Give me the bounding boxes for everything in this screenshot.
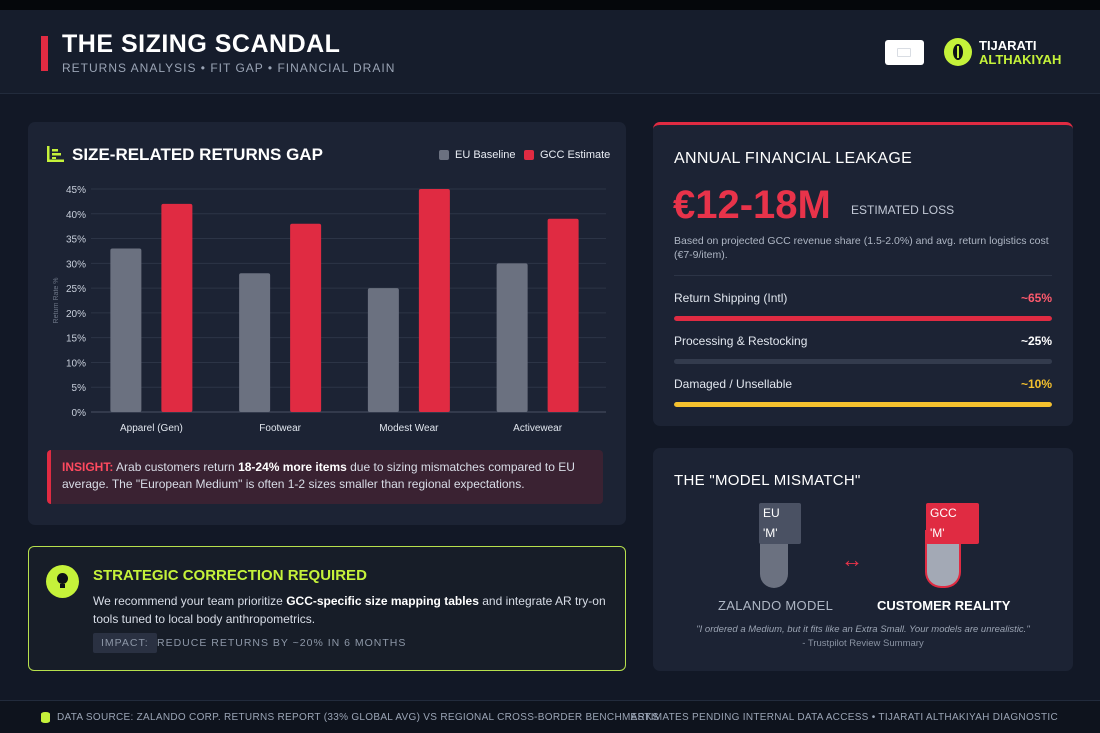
x-tick-label: Apparel (Gen) xyxy=(120,423,183,434)
insight-text-pre: Arab customers return xyxy=(113,460,239,474)
brand-logo-icon xyxy=(944,38,972,66)
review-quote-source: - Trustpilot Review Summary xyxy=(802,638,924,649)
bar-gcc-2 xyxy=(418,189,450,412)
strategy-body-post: and integrate AR try-on tools tuned to l… xyxy=(93,594,606,626)
y-tick-label: 0% xyxy=(72,408,87,419)
chart-title: SIZE-RELATED RETURNS GAP xyxy=(72,145,323,164)
page-footer: DATA SOURCE: ZALANDO CORP. RETURNS REPOR… xyxy=(0,700,1100,733)
bar-eu-1 xyxy=(239,273,271,412)
page-header: THE SIZING SCANDAL RETURNS ANALYSIS • FI… xyxy=(0,10,1100,94)
returns-bar-chart: 0% 5% 10% 15% 20% 25% 30% 35% 40% 45% Return Rate … xyxy=(53,185,606,434)
leakage-row-name: Return Shipping (Intl) xyxy=(674,291,788,305)
strategy-title: STRATEGIC CORRECTION REQUIRED xyxy=(93,567,367,584)
gcc-size-tag: GCC 'M' xyxy=(926,503,979,544)
insight-text-post: due to sizing mismatches compared to EU … xyxy=(62,460,575,491)
leakage-note: Based on projected GCC revenue share (1.… xyxy=(674,235,1049,261)
zalando-model-label: ZALANDO MODEL xyxy=(718,598,834,613)
eu-tag-line1: EU xyxy=(763,506,780,520)
bar-eu-2 xyxy=(367,288,399,412)
leakage-row-fill xyxy=(674,402,1052,407)
strategy-body-pre: We recommend your team prioritize xyxy=(93,594,287,608)
y-tick-label: 15% xyxy=(66,334,86,345)
y-tick-label: 30% xyxy=(66,259,86,270)
returns-chart-card: SIZE-RELATED RETURNS GAP EU Baseline GCC… xyxy=(28,122,626,525)
insight-text-bold: 18-24% more items xyxy=(238,460,347,474)
screen-icon-button[interactable] xyxy=(885,40,924,65)
bar-gcc-1 xyxy=(290,223,322,412)
leakage-amount: €12-18M xyxy=(673,183,831,227)
y-tick-label: 25% xyxy=(66,284,86,295)
page-subtitle: RETURNS ANALYSIS • FIT GAP • FINANCIAL D… xyxy=(62,61,396,75)
legend-swatch-gcc xyxy=(524,150,534,160)
brand-name-line1: TIJARATI xyxy=(979,38,1037,53)
model-title: THE "MODEL MISMATCH" xyxy=(674,472,861,489)
footer-disclaimer: ESTIMATES PENDING INTERNAL DATA ACCESS •… xyxy=(630,712,1058,723)
strategic-correction-card: STRATEGIC CORRECTION REQUIRED We recomme… xyxy=(28,546,626,671)
leakage-title: ANNUAL FINANCIAL LEAKAGE xyxy=(674,150,913,167)
window-top-strip xyxy=(0,0,1100,10)
y-tick-label: 20% xyxy=(66,309,86,320)
review-quote: "I ordered a Medium, but it fits like an… xyxy=(696,624,1030,635)
leakage-divider xyxy=(674,275,1052,276)
strategy-body-bold: GCC-specific size mapping tables xyxy=(286,594,479,608)
leakage-row-fill xyxy=(674,359,1052,364)
y-axis-label: Return Rate % xyxy=(53,278,60,324)
title-accent-bar xyxy=(41,36,48,71)
x-tick-label: Footwear xyxy=(259,423,301,434)
leakage-row-pct: ~10% xyxy=(1020,377,1052,391)
lightbulb-icon xyxy=(46,565,79,598)
screen-icon xyxy=(897,48,911,57)
legend-eu-baseline: EU Baseline xyxy=(439,149,516,161)
leakage-row-track xyxy=(674,316,1052,321)
swap-arrow-icon: ↔ xyxy=(841,547,863,572)
bar-chart-icon xyxy=(47,146,64,162)
bar-eu-3 xyxy=(496,263,528,412)
x-tick-label: Modest Wear xyxy=(379,423,439,434)
y-tick-label: 5% xyxy=(72,383,87,394)
legend-swatch-eu xyxy=(439,150,449,160)
customer-reality-label: CUSTOMER REALITY xyxy=(877,598,1011,613)
legend-label-gcc: GCC Estimate xyxy=(540,149,611,161)
legend-gcc-estimate: GCC Estimate xyxy=(524,149,610,161)
page-title: THE SIZING SCANDAL xyxy=(62,30,341,58)
x-tick-label: Activewear xyxy=(513,423,563,434)
footer-data-source: DATA SOURCE: ZALANDO CORP. RETURNS REPOR… xyxy=(57,712,660,723)
leakage-row-name: Damaged / Unsellable xyxy=(674,377,793,391)
brand-name: TIJARATI ALTHAKIYAH xyxy=(979,39,1061,67)
gcc-tag-line1: GCC xyxy=(930,506,957,520)
bar-eu-0 xyxy=(110,248,142,412)
brand-name-line2: ALTHAKIYAH xyxy=(979,52,1062,67)
insight-callout: INSIGHT: Arab customers return 18-24% mo… xyxy=(47,450,603,504)
bar-gcc-0 xyxy=(161,203,193,412)
eu-size-tag: EU 'M' xyxy=(759,503,801,544)
insight-label: INSIGHT: xyxy=(62,460,114,474)
database-icon xyxy=(41,712,50,723)
model-mismatch-card: THE "MODEL MISMATCH" EU 'M' ↔ GCC 'M' ZA… xyxy=(653,448,1073,671)
financial-leakage-card: ANNUAL FINANCIAL LEAKAGE €12-18M ESTIMAT… xyxy=(653,122,1073,426)
y-tick-label: 45% xyxy=(66,185,86,196)
impact-tag: IMPACT: xyxy=(93,633,157,653)
leakage-row-name: Processing & Restocking xyxy=(674,334,808,348)
legend-label-eu: EU Baseline xyxy=(455,149,516,161)
eu-tag-line2: 'M' xyxy=(763,526,778,540)
gcc-tag-line2: 'M' xyxy=(930,526,945,540)
leakage-row-track xyxy=(674,402,1052,407)
leakage-amount-label: ESTIMATED LOSS xyxy=(851,203,955,217)
leakage-row-track xyxy=(674,359,1052,364)
bar-gcc-3 xyxy=(547,218,579,412)
y-tick-label: 40% xyxy=(66,210,86,221)
y-tick-label: 10% xyxy=(66,358,86,369)
y-tick-label: 35% xyxy=(66,235,86,246)
leakage-row-pct: ~65% xyxy=(1020,291,1052,305)
strategy-body: We recommend your team prioritize GCC-sp… xyxy=(93,592,613,628)
leakage-row-fill xyxy=(674,316,1052,321)
leakage-row-pct: ~25% xyxy=(1020,334,1052,348)
impact-text: REDUCE RETURNS BY ~20% IN 6 MONTHS xyxy=(157,637,407,649)
